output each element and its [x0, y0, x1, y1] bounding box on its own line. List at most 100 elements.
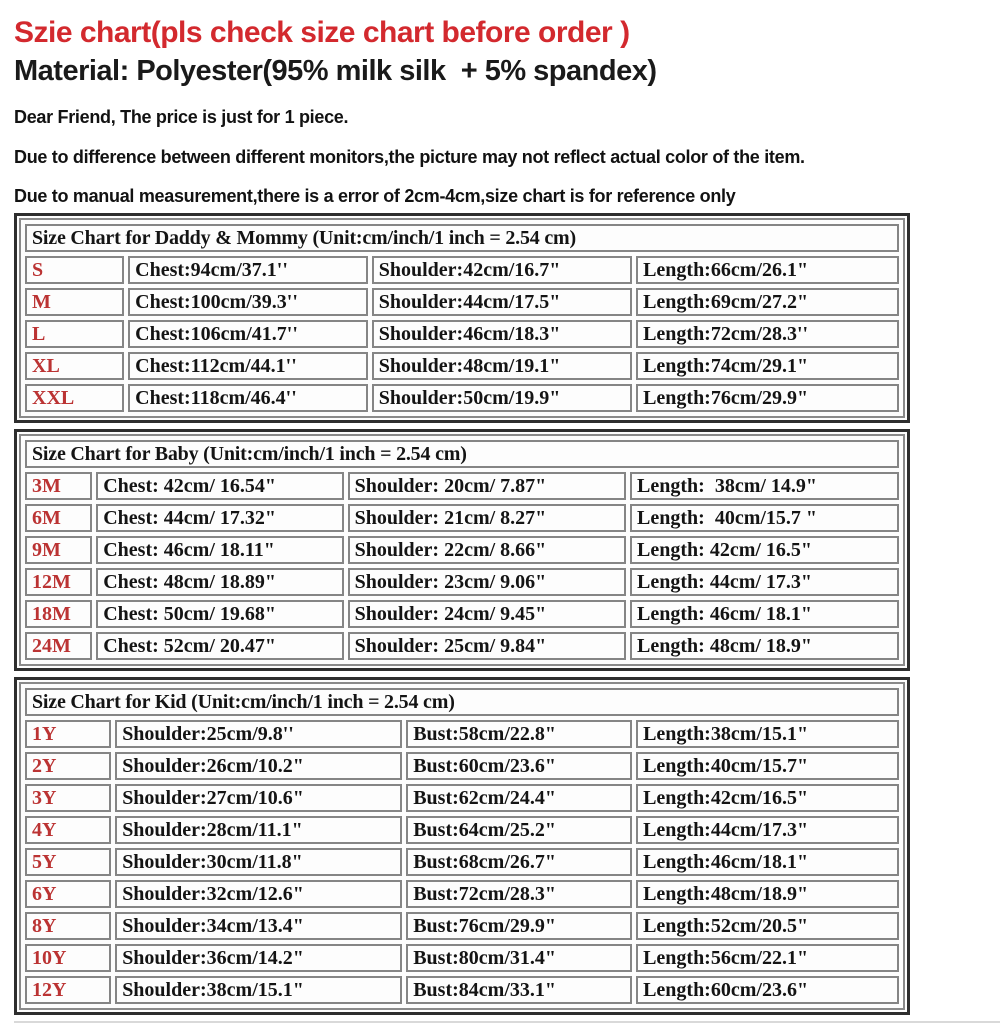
measurement-cell: Bust:68cm/26.7" [406, 848, 633, 876]
measurement-cell: Length:46cm/18.1" [636, 848, 899, 876]
table-row: XXL Chest:118cm/46.4'' Shoulder:50cm/19.9"… [25, 384, 899, 412]
measurement-cell: Length: 46cm/ 18.1" [630, 600, 899, 628]
size-label-cell: 6M [25, 504, 93, 532]
measurement-cell: Shoulder:25cm/9.8'' [115, 720, 403, 748]
measurement-cell: Chest: 46cm/ 18.11" [96, 536, 344, 564]
measurement-cell: Chest: 50cm/ 19.68" [96, 600, 344, 628]
measurement-cell: Shoulder:44cm/17.5" [371, 288, 633, 316]
size-label-cell: 10Y [25, 944, 112, 972]
measurement-cell: Length: 38cm/ 14.9" [630, 472, 899, 500]
measurement-cell: Shoulder:36cm/14.2" [115, 944, 403, 972]
note-price-per-piece: Dear Friend, The price is just for 1 pie… [14, 107, 349, 127]
table-title: Size Chart for Kid (Unit:cm/inch/1 inch … [25, 688, 899, 716]
size-label-cell: M [25, 288, 125, 316]
measurement-cell: Chest: 42cm/ 16.54" [96, 472, 344, 500]
table-row: 6Y Shoulder:32cm/12.6" Bust:72cm/28.3" Leng… [25, 880, 899, 908]
measurement-cell: Shoulder:46cm/18.3" [371, 320, 633, 348]
note-measurement-error: Due to manual measurement,there is a err… [14, 186, 736, 206]
measurement-cell: Shoulder: 25cm/ 9.84" [347, 632, 627, 660]
table-title-row: Size Chart for Baby (Unit:cm/inch/1 inch… [25, 440, 899, 468]
size-table-daddy-mommy: Size Chart for Daddy & Mommy (Unit:cm/in… [14, 213, 910, 423]
measurement-cell: Shoulder:50cm/19.9" [371, 384, 633, 412]
measurement-cell: Bust:60cm/23.6" [406, 752, 633, 780]
material-heading: Material: Polyester(95% milk silk + 5% s… [14, 55, 657, 87]
measurement-cell: Length: 40cm/15.7 " [630, 504, 899, 532]
measurement-cell: Chest:112cm/44.1'' [128, 352, 368, 380]
size-label-cell: 1Y [25, 720, 112, 748]
measurement-cell: Chest:94cm/37.1'' [128, 256, 368, 284]
measurement-cell: Length:52cm/20.5" [636, 912, 899, 940]
measurement-cell: Length:72cm/28.3'' [636, 320, 899, 348]
measurement-cell: Length:44cm/17.3" [636, 816, 899, 844]
size-label-cell: 4Y [25, 816, 112, 844]
measurement-cell: Shoulder:34cm/13.4" [115, 912, 403, 940]
measurement-cell: Shoulder:27cm/10.6" [115, 784, 403, 812]
table-row: 5Y Shoulder:30cm/11.8" Bust:68cm/26.7" Leng… [25, 848, 899, 876]
measurement-cell: Length: 42cm/ 16.5" [630, 536, 899, 564]
size-label-cell: 24M [25, 632, 93, 660]
measurement-cell: Length:40cm/15.7" [636, 752, 899, 780]
table-row: 12M Chest: 48cm/ 18.89" Shoulder: 23cm/ 9.… [25, 568, 899, 596]
size-label-cell: 12Y [25, 976, 112, 1004]
size-tables-container: Size Chart for Daddy & Mommy (Unit:cm/in… [14, 213, 1000, 1015]
measurement-cell: Chest:118cm/46.4'' [128, 384, 368, 412]
size-label-cell: L [25, 320, 125, 348]
measurement-cell: Shoulder:26cm/10.2" [115, 752, 403, 780]
measurement-cell: Length:56cm/22.1" [636, 944, 899, 972]
table-row: 3Y Shoulder:27cm/10.6" Bust:62cm/24.4" Leng… [25, 784, 899, 812]
table-row: 1Y Shoulder:25cm/9.8'' Bust:58cm/22.8" Leng… [25, 720, 899, 748]
measurement-cell: Shoulder:42cm/16.7" [371, 256, 633, 284]
table-row: 18M Chest: 50cm/ 19.68" Shoulder: 24cm/ 9.… [25, 600, 899, 628]
measurement-cell: Length: 48cm/ 18.9" [630, 632, 899, 660]
measurement-cell: Chest: 52cm/ 20.47" [96, 632, 344, 660]
measurement-cell: Chest: 48cm/ 18.89" [96, 568, 344, 596]
size-label-cell: 12M [25, 568, 93, 596]
size-label-cell: XXL [25, 384, 125, 412]
measurement-cell: Bust:72cm/28.3" [406, 880, 633, 908]
measurement-cell: Bust:58cm/22.8" [406, 720, 633, 748]
measurement-cell: Shoulder:30cm/11.8" [115, 848, 403, 876]
table-row: 24M Chest: 52cm/ 20.47" Shoulder: 25cm/ 9.… [25, 632, 899, 660]
measurement-cell: Shoulder: 24cm/ 9.45" [347, 600, 627, 628]
measurement-cell: Bust:76cm/29.9" [406, 912, 633, 940]
daddy-mommy-table: Size Chart for Daddy & Mommy (Unit:cm/in… [19, 218, 905, 418]
table-row: L Chest:106cm/41.7'' Shoulder:46cm/18.3" Le… [25, 320, 899, 348]
measurement-cell: Length:42cm/16.5" [636, 784, 899, 812]
measurement-cell: Bust:62cm/24.4" [406, 784, 633, 812]
measurement-cell: Chest:100cm/39.3'' [128, 288, 368, 316]
measurement-cell: Length:66cm/26.1" [636, 256, 899, 284]
measurement-cell: Length:76cm/29.9" [636, 384, 899, 412]
measurement-cell: Length:38cm/15.1" [636, 720, 899, 748]
size-label-cell: 2Y [25, 752, 112, 780]
table-row: M Chest:100cm/39.3'' Shoulder:44cm/17.5" Le… [25, 288, 899, 316]
table-row: 2Y Shoulder:26cm/10.2" Bust:60cm/23.6" Leng… [25, 752, 899, 780]
table-row: 3M Chest: 42cm/ 16.54" Shoulder: 20cm/ 7.8… [25, 472, 899, 500]
table-row: S Chest:94cm/37.1'' Shoulder:42cm/16.7" Len… [25, 256, 899, 284]
table-row: XL Chest:112cm/44.1'' Shoulder:48cm/19.1" L… [25, 352, 899, 380]
measurement-cell: Length:48cm/18.9" [636, 880, 899, 908]
measurement-cell: Shoulder: 21cm/ 8.27" [347, 504, 627, 532]
measurement-cell: Chest: 44cm/ 17.32" [96, 504, 344, 532]
measurement-cell: Shoulder: 22cm/ 8.66" [347, 536, 627, 564]
size-label-cell: 5Y [25, 848, 112, 876]
measurement-cell: Length:69cm/27.2" [636, 288, 899, 316]
measurement-cell: Bust:80cm/31.4" [406, 944, 633, 972]
measurement-cell: Shoulder:28cm/11.1" [115, 816, 403, 844]
note-monitor-color: Due to difference between different moni… [14, 147, 805, 167]
size-label-cell: XL [25, 352, 125, 380]
measurement-cell: Bust:84cm/33.1" [406, 976, 633, 1004]
table-row: 9M Chest: 46cm/ 18.11" Shoulder: 22cm/ 8.6… [25, 536, 899, 564]
size-chart-page: Szie chart(pls check size chart before o… [0, 16, 1000, 1023]
kid-table: Size Chart for Kid (Unit:cm/inch/1 inch … [19, 682, 905, 1010]
measurement-cell: Shoulder:48cm/19.1" [371, 352, 633, 380]
size-label-cell: 9M [25, 536, 93, 564]
size-label-cell: 8Y [25, 912, 112, 940]
measurement-cell: Bust:64cm/25.2" [406, 816, 633, 844]
size-table-baby: Size Chart for Baby (Unit:cm/inch/1 inch… [14, 429, 910, 671]
size-label-cell: 18M [25, 600, 93, 628]
measurement-cell: Chest:106cm/41.7'' [128, 320, 368, 348]
table-row: 10Y Shoulder:36cm/14.2" Bust:80cm/31.4" Len… [25, 944, 899, 972]
measurement-cell: Length:74cm/29.1" [636, 352, 899, 380]
size-table-kid: Size Chart for Kid (Unit:cm/inch/1 inch … [14, 677, 910, 1015]
measurement-cell: Length: 44cm/ 17.3" [630, 568, 899, 596]
